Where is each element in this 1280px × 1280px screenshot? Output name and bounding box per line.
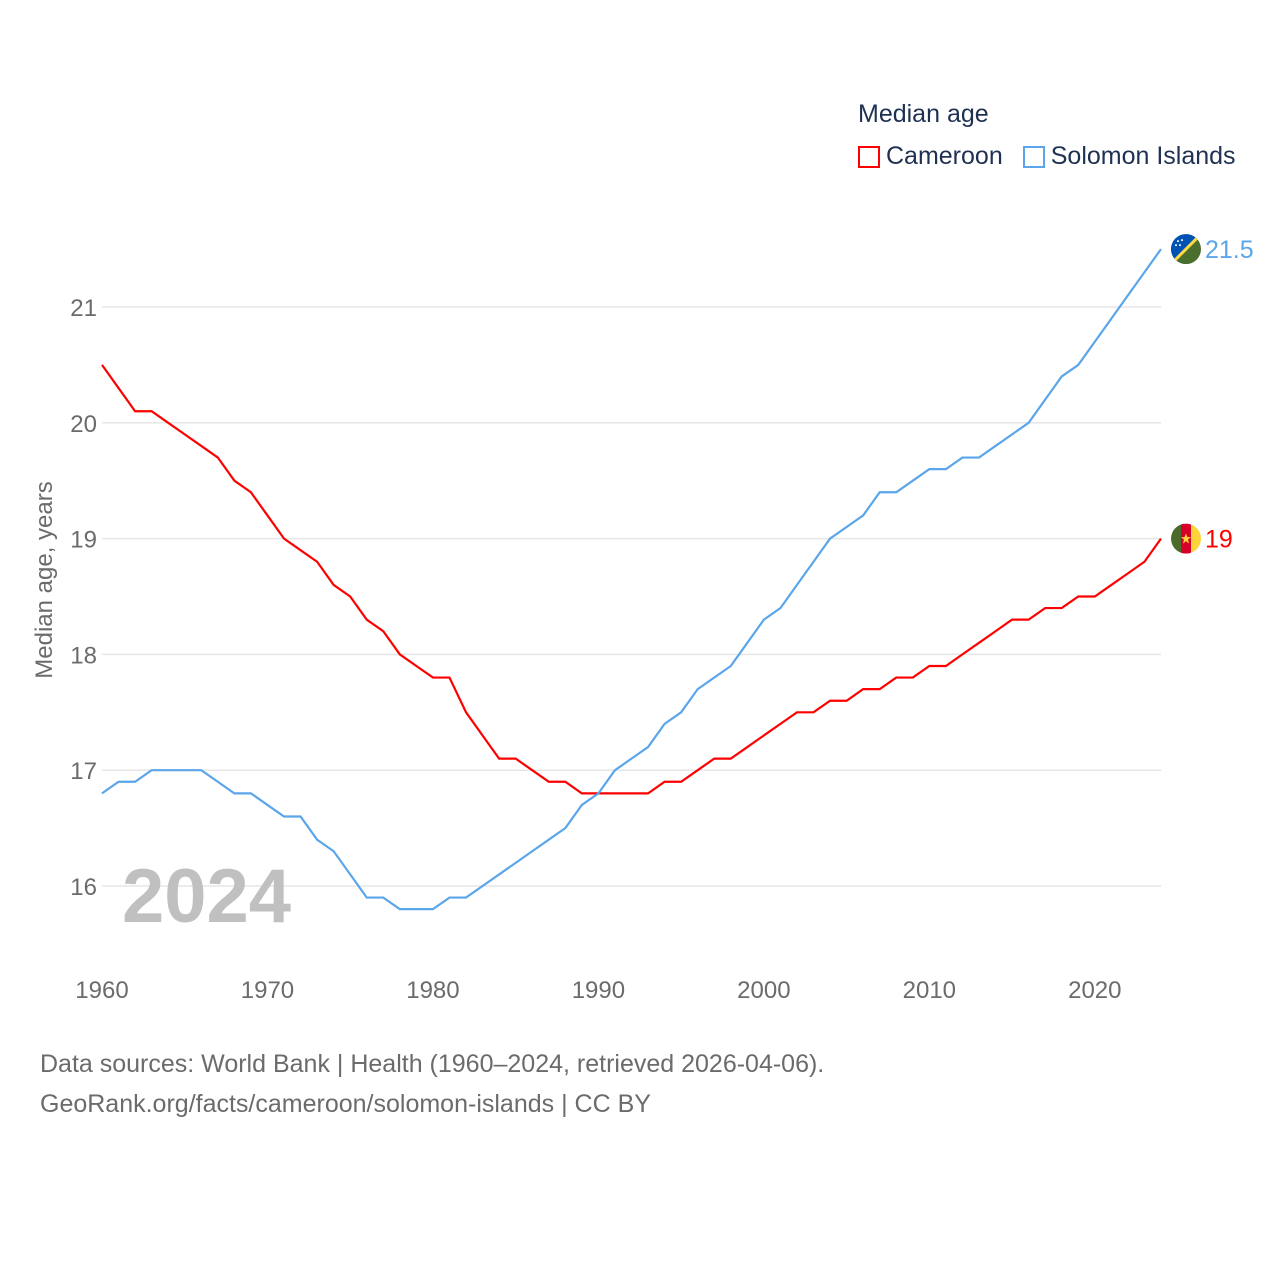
legend: Cameroon Solomon Islands bbox=[858, 142, 1236, 171]
source-line: Data sources: World Bank | Health (1960–… bbox=[40, 1050, 825, 1078]
y-tick-label: 16 bbox=[70, 874, 97, 901]
legend-item-cameroon[interactable]: Cameroon bbox=[858, 142, 1003, 171]
y-tick-label: 17 bbox=[70, 758, 97, 785]
y-tick-label: 18 bbox=[70, 642, 97, 669]
series-line-cameroon[interactable] bbox=[101, 364, 1162, 795]
legend-label: Solomon Islands bbox=[1050, 142, 1236, 170]
x-tick-label: 2020 bbox=[1068, 977, 1121, 1004]
source-link[interactable]: GeoRank.org/facts/cameroon/solomon-islan… bbox=[40, 1090, 651, 1118]
source-note: Data sources: World Bank | Health (1960–… bbox=[40, 1044, 824, 1124]
y-tick-label: 19 bbox=[70, 527, 97, 554]
cameroon-flag-icon bbox=[1171, 523, 1201, 554]
series-line-solomon-islands[interactable] bbox=[101, 248, 1162, 911]
x-tick-label: 1990 bbox=[572, 977, 625, 1004]
y-axis-label: Median age, years bbox=[31, 481, 58, 678]
legend-swatch bbox=[858, 145, 880, 168]
x-tick-label: 1970 bbox=[241, 977, 294, 1004]
x-tick-label: 2000 bbox=[737, 977, 790, 1004]
end-value-label: 19 bbox=[1205, 526, 1233, 554]
legend-item-solomon-islands[interactable]: Solomon Islands bbox=[1022, 142, 1236, 171]
x-tick-label: 1980 bbox=[406, 977, 459, 1004]
x-tick-label: 2010 bbox=[903, 977, 956, 1004]
legend-swatch bbox=[1022, 145, 1045, 168]
y-tick-label: 20 bbox=[70, 411, 97, 438]
end-value-label: 21.5 bbox=[1205, 236, 1254, 264]
year-watermark: 2024 bbox=[122, 854, 291, 939]
legend-label: Cameroon bbox=[886, 142, 1003, 170]
y-tick-label: 21 bbox=[70, 295, 97, 322]
solomon-islands-flag-icon bbox=[1171, 234, 1201, 265]
x-tick-label: 1960 bbox=[75, 977, 128, 1004]
legend-title: Median age bbox=[858, 100, 989, 128]
